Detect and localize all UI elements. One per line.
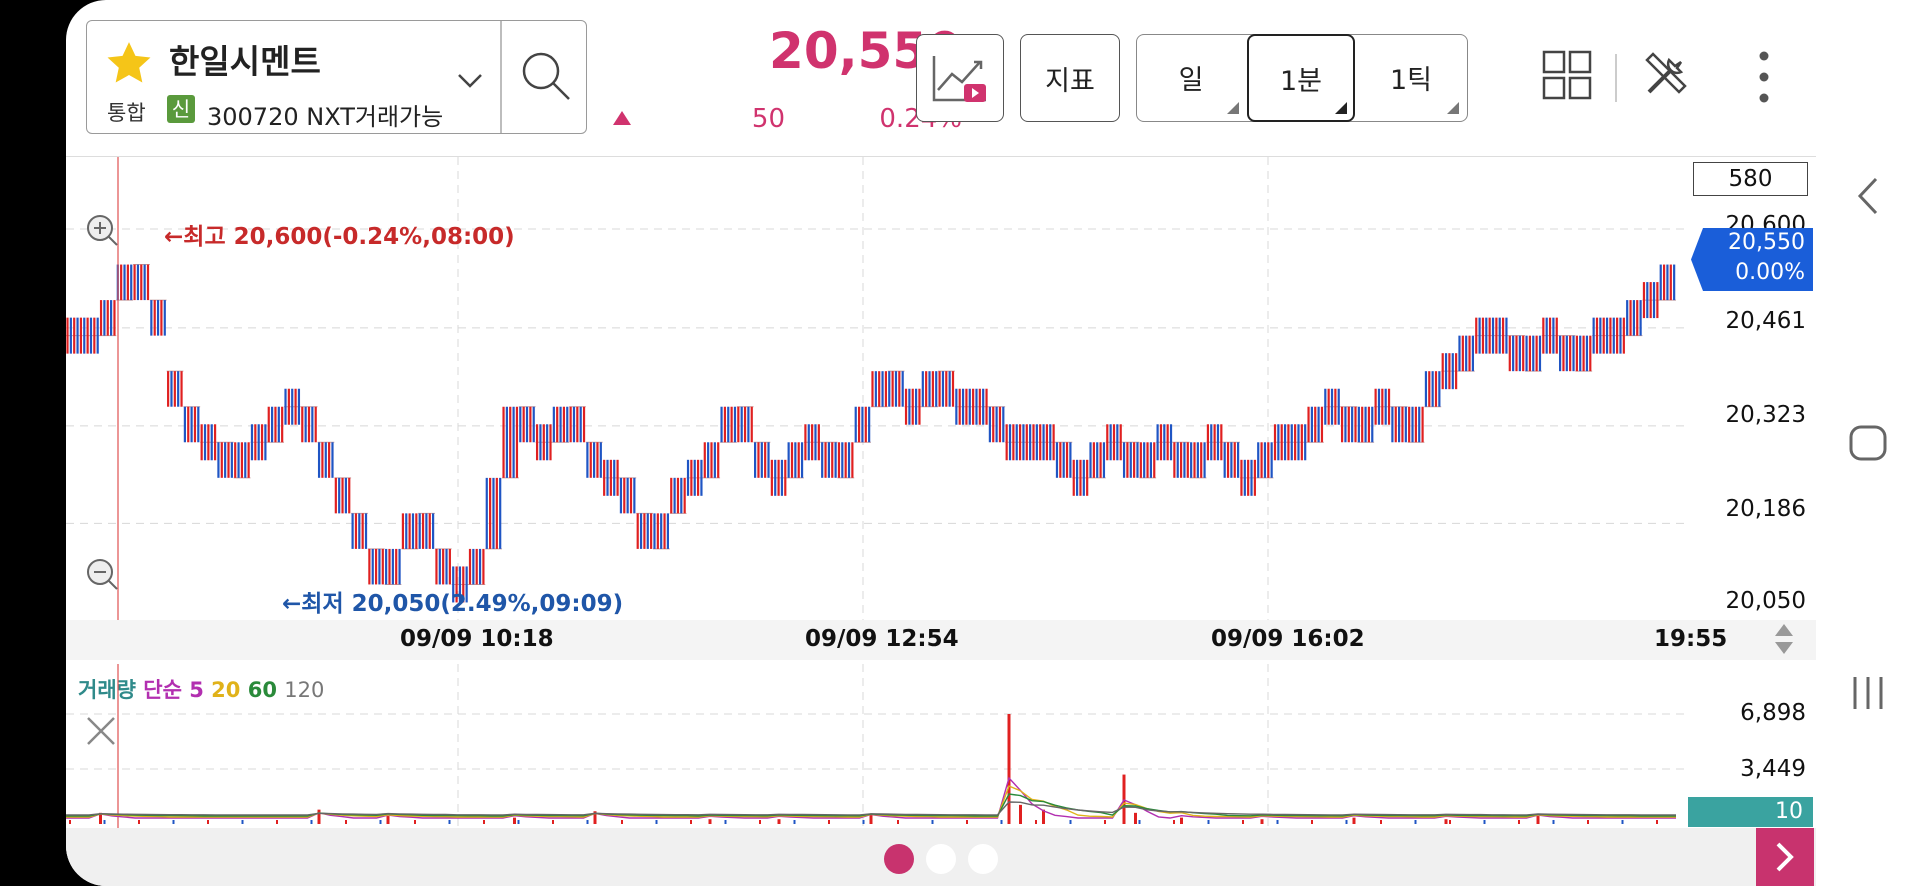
credit-badge: 신 <box>167 95 195 123</box>
ma-period-60: 60 <box>247 678 277 702</box>
y-axis-label: 20,186 <box>1725 496 1806 522</box>
period-selector: 일 1분 1틱 <box>1136 34 1468 122</box>
moving-average-line <box>66 801 1677 816</box>
moving-average-line <box>66 785 1676 818</box>
volume-axis-label: 3,449 <box>1740 756 1806 782</box>
page-dot-2[interactable] <box>926 844 956 874</box>
x-axis[interactable] <box>66 620 1816 660</box>
stock-code: 300720 NXT거래가능 <box>207 103 444 131</box>
page-dot-1[interactable] <box>884 844 914 874</box>
x-axis-label: 09/09 10:18 <box>400 626 554 652</box>
divider <box>66 156 1816 157</box>
next-page-button[interactable] <box>1756 828 1814 886</box>
search-icon[interactable] <box>519 49 575 105</box>
y-axis-label: 20,461 <box>1725 308 1806 334</box>
back-button[interactable] <box>1816 156 1920 236</box>
zoom-in-icon[interactable] <box>84 212 120 248</box>
stock-selector[interactable]: 한일시멘트 통합 신 300720 NXT거래가능 <box>86 20 587 134</box>
current-price-tag: 20,550 0.00% <box>1691 228 1813 291</box>
stock-name: 한일시멘트 <box>169 42 321 81</box>
period-day-tab[interactable]: 일 <box>1137 35 1245 120</box>
indicator-button[interactable]: 지표 <box>1020 34 1120 122</box>
moving-average-line <box>66 793 1676 817</box>
y-axis-label: 20,050 <box>1725 588 1806 614</box>
zoom-out-icon[interactable] <box>84 556 120 592</box>
volume-header: 거래량 단순 5 20 60 120 <box>78 674 324 704</box>
chart-video-button[interactable] <box>916 34 1004 122</box>
count-box[interactable]: 580 <box>1693 162 1808 196</box>
price-chart[interactable] <box>66 157 1686 621</box>
app-screen: 한일시멘트 통합 신 300720 NXT거래가능 20,550 50 0.24… <box>66 0 1816 886</box>
chevron-right-icon <box>1776 842 1794 872</box>
x-axis-label: 09/09 12:54 <box>805 626 959 652</box>
ma-period-120: 120 <box>284 678 325 702</box>
ma-period-20: 20 <box>211 678 241 702</box>
recents-icon <box>1853 677 1883 709</box>
moving-average-line <box>66 776 1676 819</box>
ma-period-5: 5 <box>189 678 204 702</box>
system-nav-bar <box>1816 0 1920 886</box>
x-axis-label: 19:55 <box>1654 626 1728 652</box>
volume-current-tag: 10 <box>1688 797 1813 827</box>
price-change: 50 <box>751 104 785 134</box>
period-1min-tab[interactable]: 1분 <box>1247 34 1355 122</box>
market-label: 통합 <box>107 101 146 125</box>
ma-type: 단순 <box>143 678 182 702</box>
chart-play-icon <box>932 56 986 102</box>
volume-chart[interactable] <box>66 664 1686 828</box>
favorite-star-icon[interactable] <box>103 39 155 89</box>
y-axis-label: 20,323 <box>1725 402 1806 428</box>
volume-title: 거래량 <box>78 678 136 702</box>
recents-button[interactable] <box>1816 653 1920 733</box>
high-price-annotation: ←최고 20,600(-0.24%,08:00) <box>164 224 515 250</box>
home-button[interactable] <box>1816 403 1920 483</box>
scroll-updown-icon[interactable] <box>1773 622 1795 656</box>
low-price-annotation: ←최저 20,050(2.49%,09:09) <box>282 591 624 617</box>
back-icon <box>1857 177 1878 215</box>
more-vertical-icon[interactable] <box>1756 50 1772 104</box>
volume-axis-label: 6,898 <box>1740 700 1806 726</box>
home-icon <box>1849 425 1887 461</box>
divider <box>1615 54 1617 102</box>
close-icon[interactable] <box>84 714 118 748</box>
chevron-down-icon[interactable] <box>457 73 483 89</box>
tools-icon[interactable] <box>1641 50 1691 100</box>
grid-layout-icon[interactable] <box>1542 50 1592 100</box>
period-1tick-tab[interactable]: 1틱 <box>1357 35 1465 120</box>
x-axis-label: 09/09 16:02 <box>1211 626 1365 652</box>
divider <box>500 21 502 133</box>
up-arrow-icon <box>613 111 631 125</box>
page-dot-3[interactable] <box>968 844 998 874</box>
